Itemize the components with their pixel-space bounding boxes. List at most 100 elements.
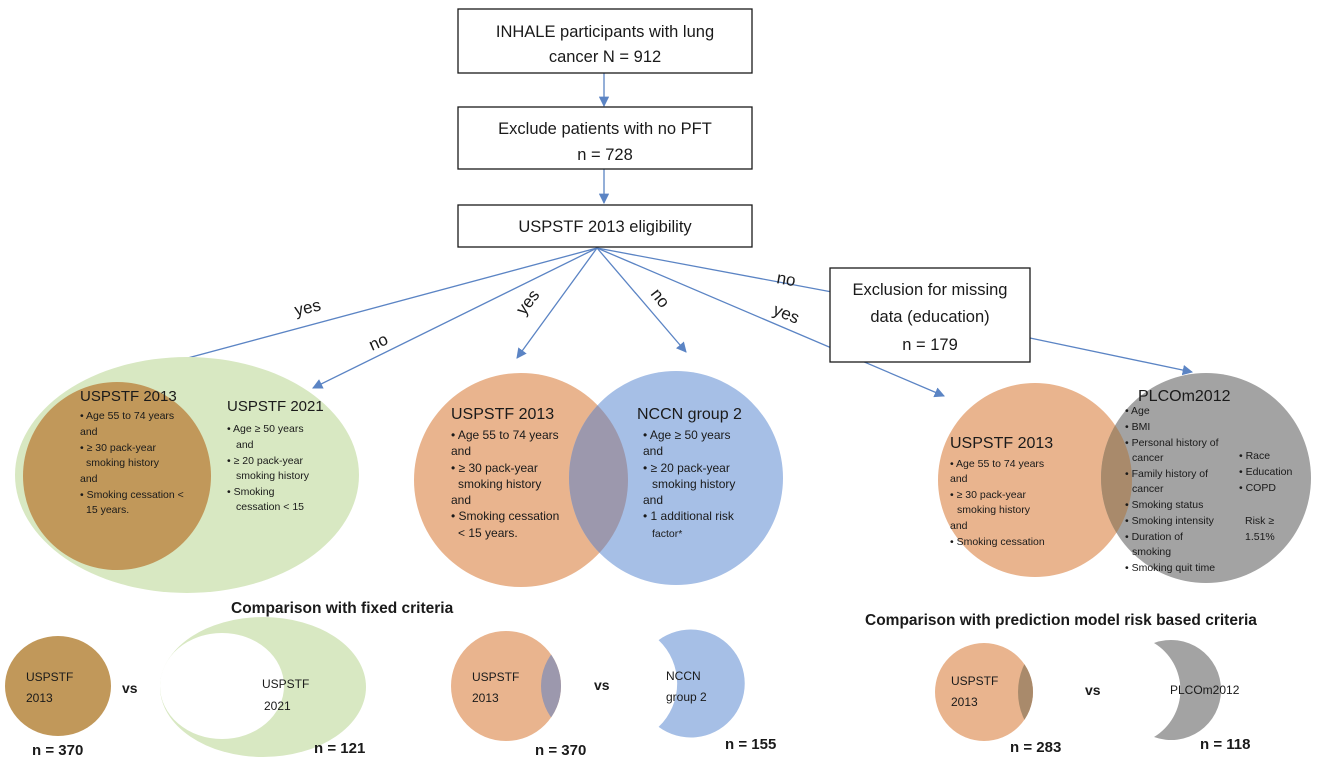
venn1-left-item: • Age 55 to 74 years	[80, 410, 174, 422]
venn3-risk-label: Risk ≥	[1245, 515, 1274, 527]
arrow-to-venn3-left	[596, 247, 945, 398]
c1-vs: vs	[122, 680, 138, 696]
c1-right-cutout	[160, 633, 284, 739]
connectors	[104, 72, 1194, 398]
box-start: INHALE participants with lung cancer N =…	[457, 8, 753, 74]
box-eligibility-text: USPSTF 2013 eligibility	[518, 218, 692, 236]
venn2-right-item: • 1 additional risk	[643, 509, 735, 523]
venn2-right-item: • Age ≥ 50 years	[643, 428, 731, 442]
c3-right-label: PLCOm2012	[1170, 683, 1240, 697]
c1-right-label-line1: USPSTF	[262, 677, 309, 691]
label-no-mid: no	[647, 285, 674, 312]
venn1-left-item: smoking history	[86, 457, 160, 469]
label-no-right: no	[775, 268, 797, 290]
arrow-to-venn2-left	[516, 247, 598, 359]
box-eligibility: USPSTF 2013 eligibility	[457, 204, 753, 248]
c3-left-label-line1: USPSTF	[951, 674, 998, 688]
box-missing: Exclusion for missing data (education) n…	[829, 267, 1031, 363]
venn2-left-item: < 15 years.	[458, 526, 518, 540]
venn1-left-item: 15 years.	[86, 504, 129, 516]
venn1-right-item: • Smoking	[227, 486, 275, 498]
venn2-left-item: • Smoking cessation	[451, 509, 559, 523]
c3-left-overlap	[1018, 643, 1033, 741]
box-exclude-line1: Exclude patients with no PFT	[498, 120, 712, 138]
arrow-to-venn2-right	[596, 247, 687, 353]
comparison-uspstf2013-vs-nccn: USPSTF 2013 vs NCCN group 2 n = 370 n = …	[451, 629, 776, 758]
c3-left-shape	[935, 643, 1033, 741]
c1-right-label-line2: 2021	[264, 699, 291, 713]
venn-uspstf2013-vs-plcom2012: USPSTF 2013 • Age 55 to 74 years and • ≥…	[938, 373, 1311, 583]
c3-vs: vs	[1085, 682, 1101, 698]
venn3-right-item: • Smoking status	[1125, 499, 1203, 511]
venn3-left-item: and	[950, 473, 968, 485]
venn3-left-item: smoking history	[957, 504, 1031, 516]
venn1-left-item: and	[80, 426, 98, 438]
line-to-missing-box	[596, 247, 833, 293]
venn3-left-title: USPSTF 2013	[950, 435, 1053, 452]
venn2-right-title: NCCN group 2	[637, 406, 742, 423]
c3-right-count: n = 118	[1200, 736, 1250, 753]
venn3-left-item: and	[950, 520, 968, 532]
venn3-left-item: • ≥ 30 pack-year	[950, 489, 1026, 501]
venn2-left-item: smoking history	[458, 477, 541, 491]
comparison-uspstf2013-vs-2021: USPSTF 2013 vs USPSTF 2021 n = 370 n = 1…	[5, 617, 366, 758]
venn1-left-item: • ≥ 30 pack-year	[80, 442, 156, 454]
venn2-right-item: • ≥ 20 pack-year	[643, 461, 730, 475]
label-yes-left: yes	[293, 295, 323, 319]
venn3-right-item: • Smoking intensity	[1125, 515, 1215, 527]
venn3-right-item: smoking	[1132, 546, 1171, 558]
arrow-to-venn1-right	[312, 247, 598, 389]
venn3-right-title: PLCOm2012	[1138, 388, 1231, 405]
c3-left-label-line2: 2013	[951, 695, 978, 709]
venn3-right-item: • Family history of	[1125, 468, 1208, 480]
c1-right-count: n = 121	[314, 740, 365, 757]
venn2-right-item: factor*	[652, 528, 682, 540]
venn2-right-item: smoking history	[652, 477, 735, 491]
c1-left-count: n = 370	[32, 742, 83, 758]
venn2-left-item: and	[451, 444, 471, 458]
c2-right-label-line2: group 2	[666, 690, 707, 704]
c2-vs: vs	[594, 677, 610, 693]
venn3-risk-value: 1.51%	[1245, 531, 1275, 543]
venn3-right-item: • Age	[1125, 405, 1150, 417]
c2-left-shape	[451, 631, 561, 741]
c2-right-label-line1: NCCN	[666, 669, 701, 683]
c2-left-label-line2: 2013	[472, 691, 499, 705]
section-title-fixed: Comparison with fixed criteria	[231, 600, 454, 617]
circle-uspstf-2013-v1	[23, 382, 211, 570]
c1-left-label-line1: USPSTF	[26, 670, 73, 684]
c2-right-count: n = 155	[725, 736, 776, 753]
venn1-left-title: USPSTF 2013	[80, 388, 177, 405]
venn1-right-title: USPSTF 2021	[227, 398, 324, 415]
section-title-prediction: Comparison with prediction model risk ba…	[865, 612, 1257, 629]
c2-left-count: n = 370	[535, 742, 586, 758]
box-missing-line1: Exclusion for missing	[853, 281, 1008, 299]
venn2-left-title: USPSTF 2013	[451, 406, 554, 423]
c1-left-shape	[5, 636, 111, 736]
circle-plcom2012	[1101, 373, 1311, 583]
box-missing-line3: n = 179	[902, 336, 958, 354]
venn1-right-item: smoking history	[236, 470, 310, 482]
venn3-right-item: • Smoking quit time	[1125, 562, 1215, 574]
venn1-right-item: and	[236, 439, 254, 451]
venn3-right-extra-item: • COPD	[1239, 482, 1276, 494]
c2-left-label-line1: USPSTF	[472, 670, 519, 684]
venn1-left-item: • Smoking cessation <	[80, 489, 184, 501]
venn3-right-extra-item: • Education	[1239, 466, 1292, 478]
venn3-left-item: • Smoking cessation	[950, 536, 1045, 548]
venn3-right-extra-item: • Race	[1239, 450, 1270, 462]
c2-right-shape	[658, 629, 745, 738]
venn2-right-item: and	[643, 444, 663, 458]
venn1-right-item: • Age ≥ 50 years	[227, 423, 304, 435]
c1-left-label-line2: 2013	[26, 691, 53, 705]
venn2-left-item: • ≥ 30 pack-year	[451, 461, 538, 475]
box-exclude-line2: n = 728	[577, 146, 633, 164]
venn2-left-item: and	[451, 493, 471, 507]
venn3-left-item: • Age 55 to 74 years	[950, 458, 1044, 470]
edge-labels: yes no yes no no yes	[293, 268, 803, 354]
circle-uspstf-2013-v2	[414, 373, 628, 587]
arrow-missing-to-venn3-right	[1029, 337, 1194, 376]
label-yes-mid: yes	[512, 286, 543, 319]
